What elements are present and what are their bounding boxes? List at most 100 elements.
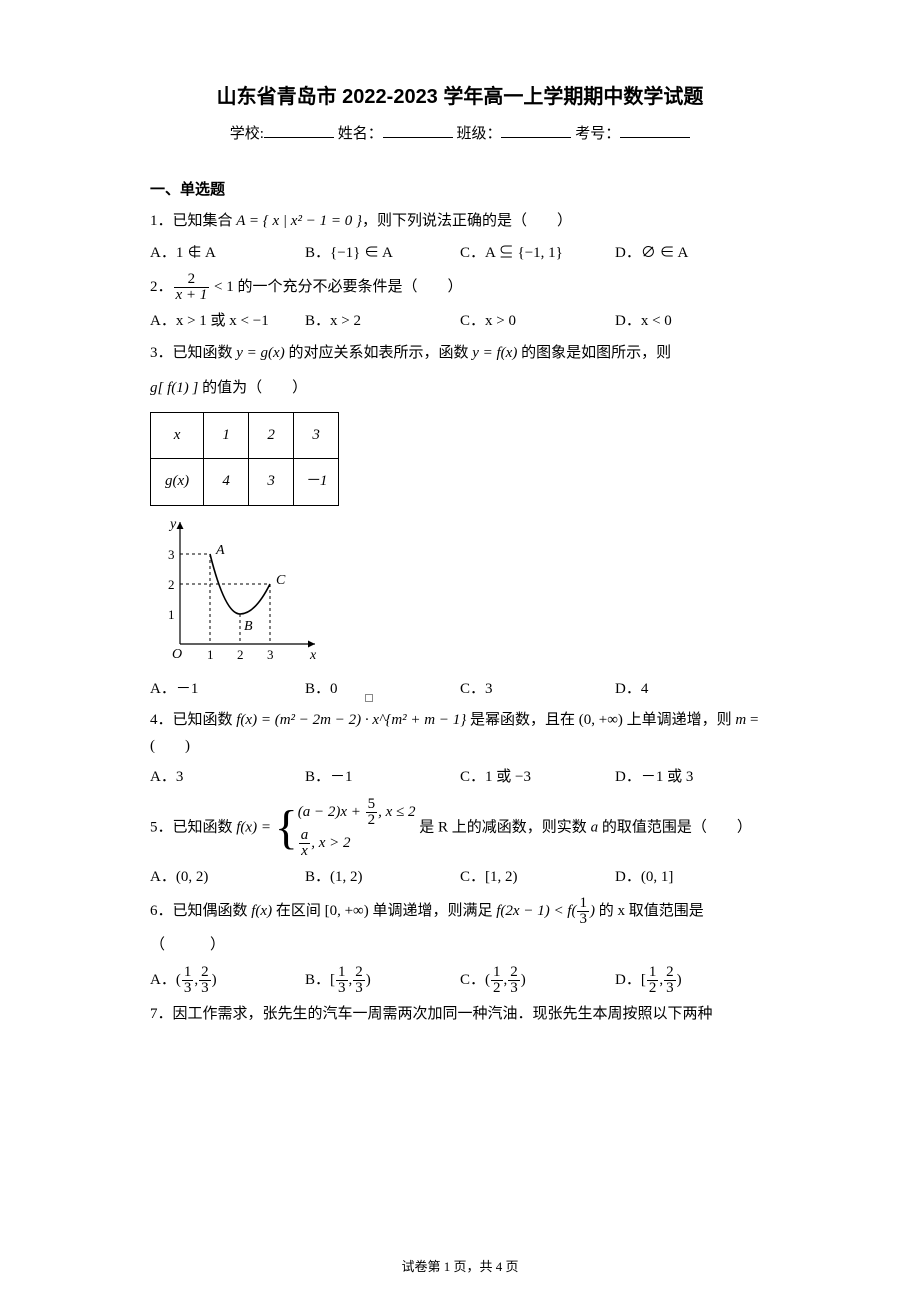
q3-opt-c: C．3 [460,677,615,703]
q6-opt-a: A．(13,23) [150,965,305,996]
q2-opt-a: A．x > 1 或 x < −1 [150,309,305,335]
graph-point-b: B [244,619,253,634]
exam-page: 山东省青岛市 2022-2023 学年高一上学期期中数学试题 学校: 姓名： 班… [0,0,920,1302]
q6b-n2: 2 [353,965,365,981]
school-blank [264,137,334,138]
q5-opt-d: D．(0, 1] [615,865,770,891]
q1-opt-d: D．∅ ∈ A [615,241,770,267]
q3-t-r1c1: x [151,412,204,459]
q3-t-r2c1: g(x) [151,459,204,506]
xtick-1: 1 [207,647,214,662]
xtick-2: 2 [237,647,244,662]
q6d-post: ) [677,971,682,987]
question-5: 5．已知函数 f(x) = { (a − 2)x + 52, x ≤ 2 ax,… [150,797,770,859]
q2-stem-mid: < 1 的一个充分不必要条件是（ ） [210,279,462,295]
q6b-post: ) [366,971,371,987]
q1-opt-a: A．1 ∉ A [150,241,305,267]
q3-options: A．－1 B．0 C．3 D．4 [150,677,770,703]
q3-t-r2c2: 4 [204,459,249,506]
table-row: x 1 2 3 [151,412,339,459]
q3-s1-mid: 的对应关系如表所示，函数 [285,345,473,361]
q5-options: A．(0, 2) B．(1, 2) C．[1, 2) D．(0, 1] [150,865,770,891]
q2-opt-b: B．x > 2 [305,309,460,335]
q3-t-r2c4: －1 [294,459,339,506]
q5-post-b: 的取值范围是（ ） [598,819,752,835]
q5-c1-pre: (a − 2)x + [298,803,365,819]
q4-options: A．3 B．－1 C．1 或 −3 D．－1 或 3 [150,765,770,791]
q6a-sep: , [194,971,198,987]
section-heading-1: 一、单选题 [150,178,770,204]
q3-t-r1c2: 1 [204,412,249,459]
graph-y-label: y [168,517,177,532]
graph-point-a: A [215,543,225,558]
q6b-n1: 1 [336,965,348,981]
q6-ineq-l: f(2x − 1) < f( [496,903,576,919]
q6-pre: 6．已知偶函数 [150,903,251,919]
examno-blank [620,137,690,138]
q2-frac-den: x + 1 [174,288,210,303]
q6c-pre: C．( [460,971,490,987]
q3-t-r1c3: 2 [249,412,294,459]
name-label: 姓名： [338,126,383,142]
q5-c2-fd: x [299,844,311,859]
q6-ineq-fn: 1 [577,896,589,912]
q1-opt-c: C．A ⊆ {−1, 1} [460,241,615,267]
question-7: 7．因工作需求，张先生的汽车一周需两次加同一种汽油．现张先生本周按照以下两种 [150,1002,770,1028]
q6-options: A．(13,23) B．[13,23) C．(12,23) D．[12,23) [150,965,770,996]
q3-opt-a: A．－1 [150,677,305,703]
q6-opt-d: D．[12,23) [615,965,770,996]
q3-s1-pre: 3．已知函数 [150,345,236,361]
question-4: 4．已知函数 f(x) = (m² − 2m − 2) · x^{m² + m … [150,708,770,759]
q6a-n2: 2 [199,965,211,981]
q4-opt-d: D．－1 或 3 [615,765,770,791]
q6b-sep: , [349,971,353,987]
question-3-line1: 3．已知函数 y = g(x) 的对应关系如表所示，函数 y = f(x) 的图… [150,341,770,367]
q2-frac-num: 2 [174,272,210,288]
q6c-sep: , [504,971,508,987]
question-6-line1: 6．已知偶函数 f(x) 在区间 [0, +∞) 单调递增，则满足 f(2x −… [150,896,770,927]
q2-opt-c: C．x > 0 [460,309,615,335]
q6d-sep: , [659,971,663,987]
table-row: g(x) 4 3 －1 [151,459,339,506]
q3-yf: y = f(x) [472,345,517,361]
q6b-d2: 3 [353,981,365,996]
q6c-d2: 3 [508,981,520,996]
q6a-n1: 1 [182,965,194,981]
q5-opt-c: C．[1, 2) [460,865,615,891]
q6a-d2: 3 [199,981,211,996]
question-2: 2．2x + 1 < 1 的一个充分不必要条件是（ ） [150,272,770,303]
q5-piecewise: { (a − 2)x + 52, x ≤ 2 ax, x > 2 [275,797,416,859]
student-info-line: 学校: 姓名： 班级： 考号： [150,122,770,148]
q4-fx: f(x) = (m² − 2m − 2) · x^{m² + m − 1} [236,712,466,728]
xtick-3: 3 [267,647,274,662]
q6-fx: f(x) [251,903,272,919]
q5-opt-a: A．(0, 2) [150,865,305,891]
q6c-d1: 2 [491,981,503,996]
q5-c1-cond: , x ≤ 2 [378,803,415,819]
q5-c1-fd: 2 [366,813,378,828]
ytick-1: 1 [168,607,175,622]
q4-opt-b: B．－1 [305,765,460,791]
graph-x-label: x [309,648,317,663]
q6d-n1: 1 [647,965,659,981]
q5-fx-head: f(x) = [236,819,274,835]
q6-opt-b: B．[13,23) [305,965,460,996]
page-footer: 试卷第 1 页，共 4 页 [0,1256,920,1278]
q2-opt-d: D．x < 0 [615,309,770,335]
q6d-pre: D．[ [615,971,646,987]
graph-point-c: C [276,573,286,588]
question-3-line2: g[ f(1) ] 的值为（ ） [150,376,770,402]
q6c-post: ) [521,971,526,987]
q5-pre: 5．已知函数 [150,819,236,835]
q5-opt-b: B．(1, 2) [305,865,460,891]
q6c-n2: 2 [508,965,520,981]
q5-c1-fn: 5 [366,797,378,813]
q3-yg: y = g(x) [236,345,284,361]
q1-set-expr: A = { x | x² − 1 = 0 } [236,213,362,229]
question-6-line2: （ ） [150,933,770,959]
left-brace-icon: { [275,804,298,852]
q3-opt-d: D．4 [615,677,770,703]
q4-opt-c: C．1 或 −3 [460,765,615,791]
q3-t-r1c4: 3 [294,412,339,459]
question-1: 1．已知集合 A = { x | x² − 1 = 0 }，则下列说法正确的是（… [150,209,770,235]
